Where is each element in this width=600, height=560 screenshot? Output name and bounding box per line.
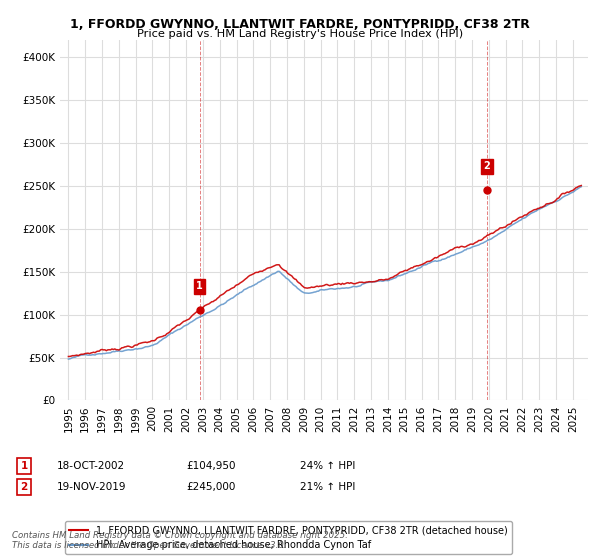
Legend: 1, FFORDD GWYNNO, LLANTWIT FARDRE, PONTYPRIDD, CF38 2TR (detached house), HPI: A: 1, FFORDD GWYNNO, LLANTWIT FARDRE, PONTY… — [65, 521, 512, 554]
Text: 2: 2 — [484, 161, 490, 171]
Text: 2: 2 — [20, 482, 28, 492]
Text: 1, FFORDD GWYNNO, LLANTWIT FARDRE, PONTYPRIDD, CF38 2TR: 1, FFORDD GWYNNO, LLANTWIT FARDRE, PONTY… — [70, 18, 530, 31]
Text: 1: 1 — [20, 461, 28, 471]
Text: 19-NOV-2019: 19-NOV-2019 — [57, 482, 127, 492]
Text: 21% ↑ HPI: 21% ↑ HPI — [300, 482, 355, 492]
Text: £104,950: £104,950 — [186, 461, 235, 471]
Text: 18-OCT-2002: 18-OCT-2002 — [57, 461, 125, 471]
Text: Contains HM Land Registry data © Crown copyright and database right 2025.
This d: Contains HM Land Registry data © Crown c… — [12, 530, 348, 550]
Text: £245,000: £245,000 — [186, 482, 235, 492]
Text: 24% ↑ HPI: 24% ↑ HPI — [300, 461, 355, 471]
Text: 1: 1 — [196, 282, 203, 291]
Text: Price paid vs. HM Land Registry's House Price Index (HPI): Price paid vs. HM Land Registry's House … — [137, 29, 463, 39]
